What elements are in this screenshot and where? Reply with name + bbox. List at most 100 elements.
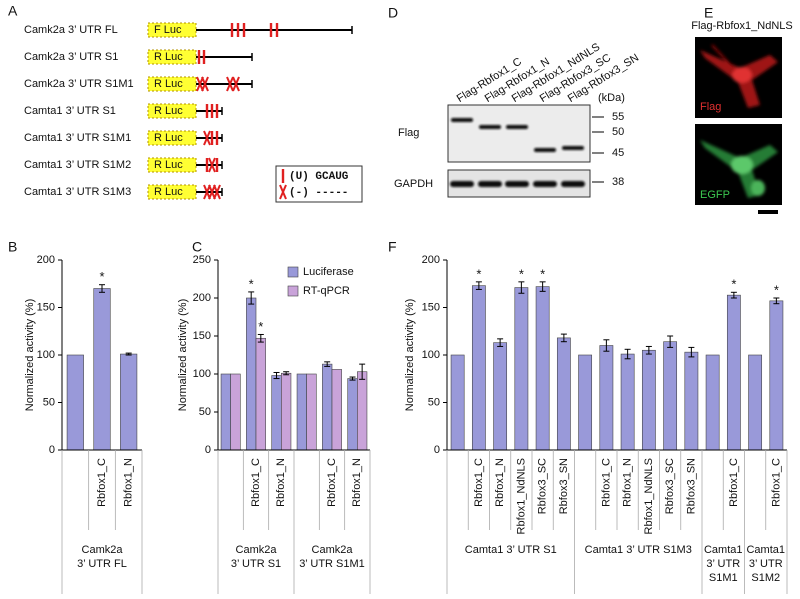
binding-site <box>197 50 201 64</box>
error-bar <box>125 352 132 356</box>
bar <box>663 341 678 451</box>
bar <box>120 353 138 451</box>
y-tick-label: 0 <box>434 444 440 456</box>
bar <box>322 363 333 451</box>
group-label: 3’ UTR <box>749 558 783 570</box>
reporter-box <box>147 157 197 173</box>
bar <box>620 353 635 451</box>
x-tick-label: Rbfox3_SN <box>558 458 570 514</box>
y-tick-label: 100 <box>422 349 440 361</box>
error-bar <box>603 339 610 352</box>
error-bar <box>248 291 255 305</box>
error-bar <box>273 371 280 380</box>
y-axis-label: Normalized activity (%) <box>177 299 189 411</box>
binding-site <box>215 104 219 118</box>
binding-site <box>236 23 240 37</box>
bar <box>306 373 317 451</box>
binding-site <box>205 158 209 172</box>
marker-label: 55 <box>612 111 624 123</box>
reporter-name: R Luc <box>154 51 183 63</box>
y-tick-label: 250 <box>193 254 211 266</box>
x-tick-label: Rbfox1_C <box>96 458 108 507</box>
construct-name: Camk2a 3’ UTR S1M1 <box>24 78 134 90</box>
bar <box>246 297 257 451</box>
significance: * <box>540 266 545 281</box>
binding-site <box>269 23 273 37</box>
panel-label: A <box>8 3 18 19</box>
significance: * <box>249 276 254 291</box>
y-tick-label: 100 <box>193 368 211 380</box>
band <box>505 181 529 187</box>
y-tick-label: 0 <box>49 444 55 456</box>
x-tick-label: Rbfox3_SC <box>537 458 549 514</box>
error-bar <box>324 361 331 367</box>
binding-site <box>203 130 211 146</box>
reporter-box <box>147 130 197 146</box>
image-title: Flag-Rbfox1_NdNLS <box>691 20 793 32</box>
group-label: 3’ UTR FL <box>77 558 127 570</box>
bar <box>641 349 656 451</box>
blot-flag <box>447 104 591 163</box>
reporter-box <box>147 184 197 200</box>
group-label: S1M2 <box>751 572 780 584</box>
band <box>561 181 585 187</box>
reporter-box <box>147 22 197 38</box>
construct-name: Camta1 3’ UTR S1 <box>24 105 116 117</box>
reporter-name: R Luc <box>154 78 183 90</box>
band <box>479 125 501 129</box>
y-tick-label: 200 <box>422 254 440 266</box>
construct-name: Camta1 3’ UTR S1M3 <box>24 186 131 198</box>
group-label: 3’ UTR S1M1 <box>299 558 365 570</box>
bar <box>271 375 282 451</box>
band <box>562 146 584 150</box>
error-bar <box>283 371 290 376</box>
band <box>534 148 556 152</box>
band <box>451 118 473 122</box>
bar <box>684 351 699 451</box>
error-bar <box>645 345 652 355</box>
bar <box>450 354 465 451</box>
construct-name: Camk2a 3’ UTR FL <box>24 24 118 36</box>
error-bar <box>349 376 356 381</box>
bar <box>748 354 763 451</box>
bar <box>493 342 508 451</box>
x-tick-label: Rbfox1_N <box>123 458 135 507</box>
error-bar <box>667 335 674 348</box>
group-label: Camta1 <box>704 544 743 556</box>
x-tick-label: Rbfox1_C <box>728 458 740 507</box>
bar <box>220 373 231 451</box>
error-bar <box>539 281 546 292</box>
legend-symbol <box>279 184 287 200</box>
bar <box>230 373 241 451</box>
bar <box>471 285 486 451</box>
binding-site <box>210 131 214 145</box>
construct-name: Camta1 3’ UTR S1M1 <box>24 132 131 144</box>
group-label: Camta1 <box>746 544 785 556</box>
legend-text: (U) GCAUG <box>289 171 349 183</box>
group-label: Camk2a <box>312 544 354 556</box>
bar <box>705 354 720 451</box>
group-label: S1M1 <box>709 572 738 584</box>
binding-site <box>213 184 221 200</box>
legend-symbol <box>281 169 285 183</box>
panel-label: D <box>388 5 398 21</box>
band <box>506 125 528 129</box>
marker-label: 45 <box>612 147 624 159</box>
unit-label: (kDa) <box>598 92 625 104</box>
legend-label: RT-qPCR <box>303 285 350 297</box>
panel-label: C <box>192 239 202 255</box>
binding-site <box>215 131 219 145</box>
y-tick-label: 150 <box>422 301 440 313</box>
panel-label: B <box>8 239 17 255</box>
y-tick-label: 50 <box>43 396 55 408</box>
flag-signal <box>700 44 778 108</box>
band <box>478 181 502 187</box>
x-tick-label: Rbfox1_N <box>494 458 506 507</box>
marker-label: 50 <box>612 126 624 138</box>
error-bar <box>475 281 482 290</box>
binding-site <box>208 157 216 173</box>
x-tick-label: Rbfox1_N <box>275 458 287 507</box>
bar <box>296 373 307 451</box>
panel-label: F <box>388 239 397 255</box>
